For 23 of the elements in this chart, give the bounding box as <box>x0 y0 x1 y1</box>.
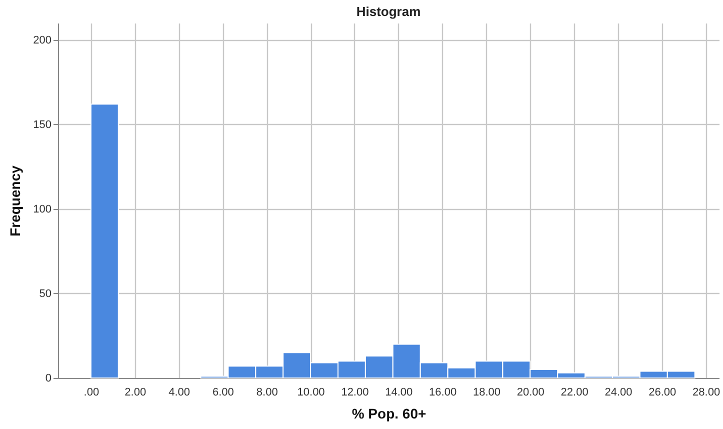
x-tick-label: 10.00 <box>297 386 325 398</box>
y-tick-label: 100 <box>33 203 52 216</box>
y-tick-label: 150 <box>33 118 52 131</box>
x-tick-label: 28.00 <box>692 386 720 398</box>
x-tick-label: 20.00 <box>516 386 544 398</box>
x-tick-label: 18.00 <box>472 386 500 398</box>
y-tick-label: 200 <box>33 34 52 46</box>
x-tick-label: 22.00 <box>560 386 588 398</box>
x-tick-label: 2.00 <box>124 386 146 398</box>
x-tick-label: 4.00 <box>168 386 190 398</box>
chart-title: Histogram <box>356 4 421 19</box>
x-tick-label: 16.00 <box>429 386 457 398</box>
x-tick-label: .00 <box>84 386 100 398</box>
x-tick-label: 26.00 <box>648 386 676 398</box>
y-tick-label: 50 <box>39 288 52 300</box>
x-tick-label: 8.00 <box>256 386 278 398</box>
x-tick-label: 12.00 <box>341 386 369 398</box>
x-tick-label: 14.00 <box>385 386 413 398</box>
x-axis-title: % Pop. 60+ <box>352 406 426 422</box>
x-tick-label: 24.00 <box>604 386 632 398</box>
y-axis-title: Frequency <box>7 165 24 236</box>
y-tick-label: 0 <box>45 372 52 384</box>
x-tick-label: 6.00 <box>212 386 234 398</box>
